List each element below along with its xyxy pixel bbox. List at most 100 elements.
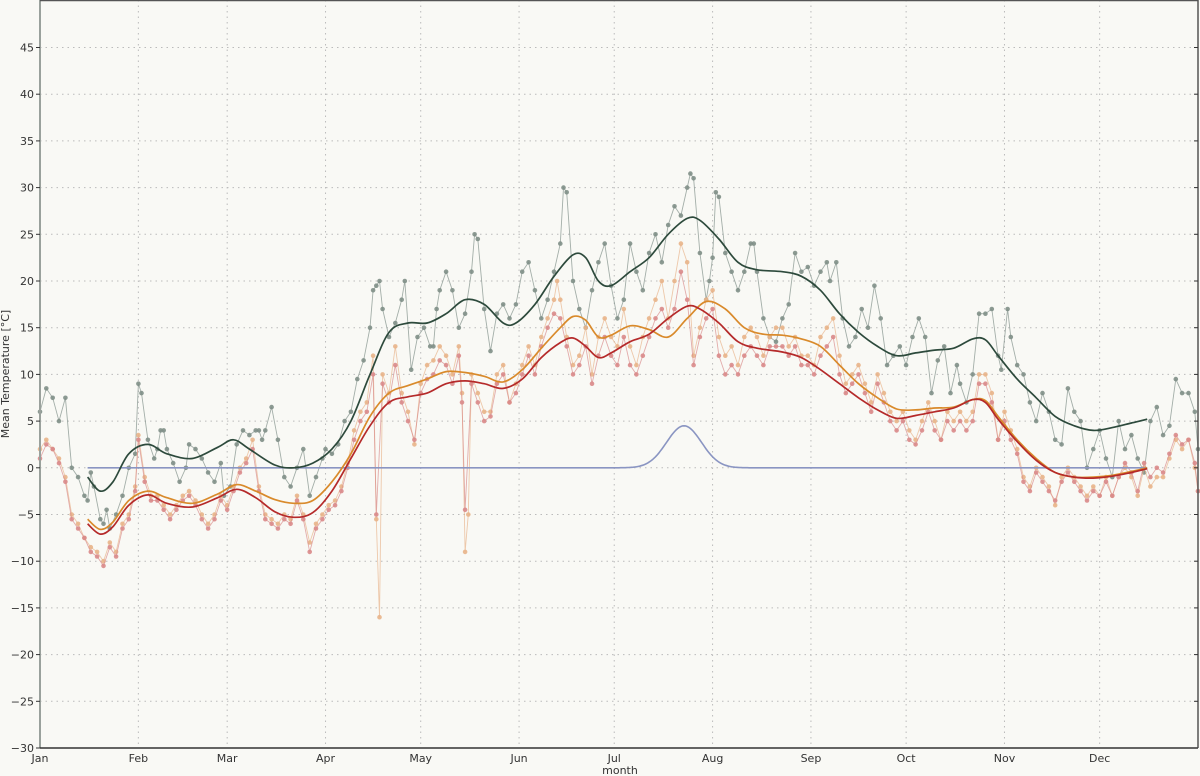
data-point bbox=[1167, 451, 1172, 457]
data-point bbox=[703, 316, 709, 321]
data-point bbox=[462, 311, 468, 317]
data-point bbox=[989, 306, 995, 312]
x-axis-label: month bbox=[602, 764, 638, 776]
data-point bbox=[640, 288, 646, 293]
data-point bbox=[922, 334, 928, 340]
data-point bbox=[94, 554, 100, 559]
data-point bbox=[313, 526, 319, 531]
data-point bbox=[1160, 432, 1166, 438]
data-point bbox=[63, 479, 68, 485]
data-point bbox=[307, 549, 313, 555]
data-point bbox=[621, 334, 627, 340]
data-point bbox=[926, 400, 931, 405]
data-point bbox=[748, 325, 753, 331]
data-point bbox=[380, 306, 385, 312]
data-point bbox=[75, 474, 81, 480]
data-point bbox=[818, 269, 823, 275]
data-point bbox=[370, 288, 376, 293]
data-point bbox=[646, 334, 652, 340]
data-point bbox=[907, 437, 912, 443]
data-point bbox=[386, 334, 392, 340]
data-point bbox=[754, 353, 760, 359]
x-tick-label: Aug bbox=[702, 752, 723, 765]
x-tick-label: Sep bbox=[801, 752, 822, 765]
data-point bbox=[437, 344, 443, 349]
data-point bbox=[846, 344, 852, 349]
data-point bbox=[780, 344, 785, 349]
data-point bbox=[684, 185, 690, 190]
data-point bbox=[951, 428, 956, 433]
data-point bbox=[551, 297, 557, 303]
data-point bbox=[218, 498, 224, 503]
data-point bbox=[729, 362, 734, 368]
data-point bbox=[427, 344, 433, 349]
data-point bbox=[735, 362, 741, 368]
y-axis-label: Mean Temperature [°C] bbox=[0, 310, 12, 438]
data-point bbox=[69, 516, 74, 522]
data-point bbox=[691, 176, 696, 181]
data-point bbox=[443, 362, 449, 368]
data-point bbox=[526, 353, 531, 359]
data-point bbox=[136, 381, 141, 387]
data-point bbox=[526, 260, 531, 265]
data-point bbox=[1122, 460, 1128, 466]
data-point bbox=[558, 241, 563, 246]
data-point bbox=[954, 362, 960, 368]
smoothed-low-dark-red- bbox=[87, 304, 1148, 535]
data-point bbox=[532, 288, 538, 293]
data-point bbox=[1173, 432, 1179, 438]
data-point bbox=[101, 563, 106, 569]
data-point bbox=[561, 185, 566, 190]
data-point bbox=[805, 264, 811, 270]
data-point bbox=[1186, 437, 1191, 443]
x-tick-label: Nov bbox=[994, 752, 1016, 765]
data-point bbox=[545, 297, 550, 303]
data-point bbox=[621, 306, 627, 312]
data-point bbox=[205, 526, 211, 531]
data-point bbox=[710, 288, 715, 293]
data-point bbox=[1078, 418, 1083, 424]
data-point bbox=[716, 194, 722, 200]
data-point bbox=[507, 400, 512, 405]
data-point bbox=[545, 325, 550, 331]
data-point bbox=[691, 362, 696, 368]
data-point bbox=[653, 316, 658, 321]
y-tick-label: −5 bbox=[18, 509, 34, 522]
data-point bbox=[481, 418, 487, 424]
data-point bbox=[402, 278, 408, 284]
data-point bbox=[212, 479, 217, 485]
y-tick-label: 40 bbox=[20, 88, 34, 101]
data-point bbox=[786, 344, 791, 349]
data-point bbox=[678, 269, 684, 275]
data-point bbox=[653, 232, 658, 237]
y-tick-label: −20 bbox=[11, 649, 34, 662]
data-point bbox=[723, 250, 728, 256]
data-point bbox=[63, 395, 68, 401]
data-point bbox=[481, 409, 487, 415]
data-point bbox=[853, 334, 858, 340]
data-point bbox=[44, 386, 49, 391]
data-point bbox=[754, 334, 760, 340]
data-point bbox=[1014, 451, 1020, 457]
data-point bbox=[282, 474, 287, 480]
data-point bbox=[1078, 484, 1083, 489]
data-point bbox=[456, 344, 462, 349]
data-point bbox=[424, 362, 430, 368]
y-tick-label: −10 bbox=[11, 555, 34, 568]
data-point bbox=[1135, 493, 1140, 499]
grid-lines bbox=[40, 0, 1198, 748]
data-point bbox=[713, 190, 719, 195]
data-point bbox=[234, 442, 239, 447]
data-point bbox=[539, 334, 544, 340]
data-point bbox=[519, 362, 525, 368]
x-tick-label: Jul bbox=[607, 752, 621, 765]
data-point bbox=[193, 446, 198, 452]
y-tick-label: 35 bbox=[20, 135, 34, 148]
data-point bbox=[799, 269, 804, 275]
data-point bbox=[570, 372, 576, 377]
data-point bbox=[872, 283, 877, 289]
data-point bbox=[545, 316, 550, 321]
data-point bbox=[462, 549, 468, 555]
data-point bbox=[161, 502, 166, 508]
data-point bbox=[405, 409, 411, 415]
